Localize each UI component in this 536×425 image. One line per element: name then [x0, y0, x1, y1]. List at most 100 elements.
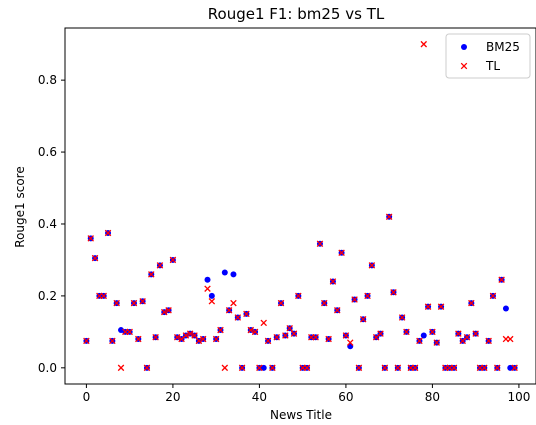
legend-label-tl: TL [485, 59, 500, 73]
data-point [230, 299, 237, 307]
y-tick-label: 0.6 [38, 145, 57, 159]
data-point [277, 299, 285, 307]
data-point [295, 292, 302, 300]
data-point [364, 292, 371, 300]
legend-box [445, 33, 531, 79]
data-point [485, 337, 492, 345]
data-point [234, 314, 242, 321]
data-point [420, 40, 428, 48]
data-point [312, 333, 319, 341]
data-point [472, 330, 479, 337]
data-point [286, 325, 293, 332]
data-point [334, 307, 341, 314]
data-point [247, 326, 255, 334]
data-point [260, 364, 267, 371]
series-bm25 [83, 213, 518, 371]
data-point [230, 271, 237, 278]
data-point [238, 364, 246, 372]
y-tick-label: 0.0 [38, 361, 57, 375]
data-point [316, 240, 324, 248]
data-point [156, 262, 164, 269]
data-point [329, 278, 337, 285]
data-point [420, 332, 427, 339]
y-tick-label: 0.2 [38, 289, 57, 303]
data-point [342, 332, 350, 339]
data-point [208, 292, 215, 299]
data-point [338, 249, 345, 257]
data-point [186, 330, 194, 337]
data-point [489, 292, 497, 300]
legend-marker-tl [460, 62, 468, 70]
data-point [195, 337, 203, 345]
y-axis-label: Rouge1 score [13, 166, 27, 247]
data-point [398, 314, 406, 321]
data-point [385, 213, 393, 221]
legend-label-bm25: BM25 [486, 40, 520, 54]
data-point [100, 292, 107, 300]
data-point [83, 337, 90, 345]
data-point [225, 307, 233, 314]
x-tick-label: 0 [83, 390, 91, 404]
data-point [260, 319, 267, 327]
x-tick-label: 100 [507, 390, 530, 404]
data-point [450, 364, 458, 372]
series-tl [83, 40, 518, 372]
data-point [273, 333, 280, 341]
data-point [433, 339, 440, 346]
data-point [143, 364, 151, 372]
legend-marker-bm25 [461, 44, 467, 50]
data-point [494, 364, 501, 372]
data-point [368, 262, 376, 269]
x-tick-label: 40 [252, 390, 267, 404]
data-point [117, 364, 125, 372]
data-point [416, 337, 423, 345]
data-point [468, 299, 475, 307]
data-point [351, 296, 358, 303]
plot-area [83, 40, 518, 372]
data-point [91, 254, 99, 262]
data-point [282, 332, 289, 339]
chart-title: Rouge1 F1: bm25 vs TL [208, 5, 385, 23]
data-point [212, 335, 220, 343]
data-point [126, 328, 133, 336]
data-point [182, 332, 190, 339]
data-point [87, 235, 94, 242]
data-point [191, 332, 198, 339]
data-point [256, 364, 263, 372]
data-point [359, 316, 367, 323]
data-point [221, 269, 228, 276]
data-point [463, 333, 471, 341]
data-point [169, 256, 177, 264]
data-point [511, 364, 518, 372]
data-point [165, 307, 172, 314]
data-point [104, 229, 112, 237]
data-point [411, 364, 419, 372]
y-tick-label: 0.4 [38, 217, 57, 231]
data-point [403, 328, 410, 336]
data-point [204, 276, 211, 283]
data-point [130, 299, 138, 307]
data-point [381, 364, 389, 372]
data-point [264, 337, 272, 345]
legend: BM25 TL [445, 33, 531, 79]
data-point [269, 364, 276, 372]
data-point [243, 310, 250, 318]
axes-frame [64, 27, 536, 385]
data-point [290, 330, 298, 337]
data-point [346, 339, 354, 346]
data-point [221, 364, 229, 372]
data-point [204, 285, 211, 292]
data-point [502, 305, 509, 312]
data-point [109, 337, 116, 345]
data-point [498, 276, 505, 283]
data-point [217, 326, 224, 334]
data-point [325, 335, 332, 343]
axes: 0 20 40 60 80 100 0.0 0.2 0.4 0.6 0.8 [38, 27, 536, 404]
data-point [437, 303, 445, 310]
x-axis-label: News Title [270, 408, 332, 422]
data-point [251, 328, 259, 336]
data-point [507, 335, 514, 343]
data-point [303, 364, 311, 372]
data-point [481, 364, 488, 372]
